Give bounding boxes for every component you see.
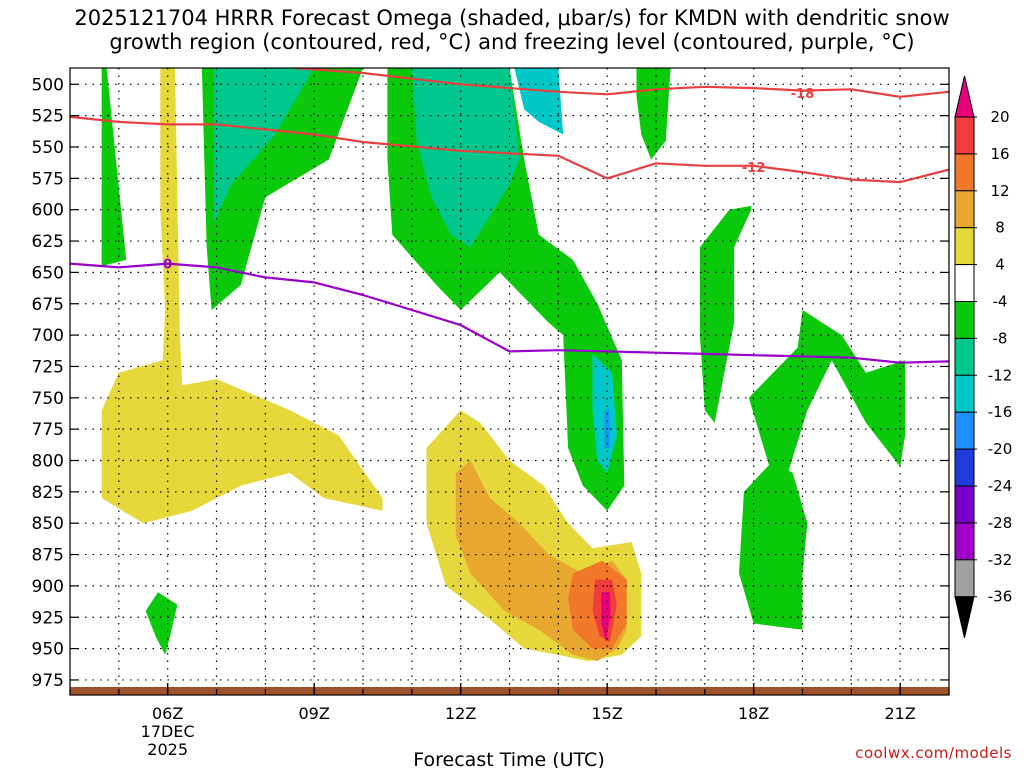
colorbar-label: -24 bbox=[988, 477, 1013, 495]
y-tick-label: 950 bbox=[32, 640, 64, 660]
colorbar-swatch bbox=[954, 264, 975, 303]
y-tick-label: 975 bbox=[32, 671, 64, 691]
x-tick-label: 15Z bbox=[592, 704, 623, 723]
omega-region bbox=[748, 310, 906, 480]
colorbar-label: 8 bbox=[995, 219, 1005, 237]
colorbar-swatch bbox=[954, 559, 975, 598]
chart-title: 2025121704 HRRR Forecast Omega (shaded, … bbox=[74, 6, 950, 54]
x-tick-date: 17DEC bbox=[141, 722, 195, 741]
x-tick-year: 2025 bbox=[147, 740, 188, 759]
colorbar-swatch bbox=[954, 337, 975, 376]
colorbar-label: -28 bbox=[988, 514, 1013, 532]
y-tick-label: 550 bbox=[32, 138, 64, 158]
omega-region bbox=[699, 205, 752, 423]
y-tick-label: 900 bbox=[32, 577, 64, 597]
x-tick-label: 12Z bbox=[445, 704, 476, 723]
colorbar-swatch bbox=[954, 301, 975, 339]
omega-region bbox=[636, 68, 671, 160]
colorbar-label: 20 bbox=[990, 108, 1009, 126]
colorbar-label: 16 bbox=[990, 145, 1009, 163]
colorbar-swatch bbox=[954, 374, 975, 413]
x-axis-label: Forecast Time (UTC) bbox=[413, 749, 604, 768]
colorbar-label: -8 bbox=[993, 329, 1008, 347]
y-tick-label: 800 bbox=[32, 452, 64, 472]
temperature-contours: -18 -12 0 bbox=[70, 68, 949, 364]
contour-line bbox=[70, 262, 949, 364]
colorbar-label: -32 bbox=[988, 551, 1013, 569]
y-tick-label: 575 bbox=[32, 169, 64, 189]
omega-region bbox=[101, 68, 383, 524]
y-tick-label: 925 bbox=[32, 608, 64, 628]
colorbar-swatch bbox=[954, 448, 975, 487]
y-tick-label: 725 bbox=[32, 357, 64, 377]
colorbar: 20 16 12 8 4 -4 -8 -12 -16 -20 -24 -28 -32 -36 bbox=[954, 75, 1013, 638]
colorbar-swatch bbox=[954, 190, 975, 229]
x-tick-label: 09Z bbox=[299, 704, 330, 723]
colorbar-label: -4 bbox=[993, 293, 1008, 311]
y-tick-label: 650 bbox=[32, 263, 64, 283]
colorbar-swatch bbox=[954, 522, 975, 561]
contour-label: 0 bbox=[163, 258, 172, 273]
y-tick-label: 775 bbox=[32, 420, 64, 440]
colorbar-swatch bbox=[954, 485, 975, 524]
omega-region bbox=[101, 68, 127, 267]
x-tick-label: 18Z bbox=[738, 704, 769, 723]
colorbar-label: 12 bbox=[990, 182, 1009, 200]
omega-region bbox=[214, 68, 315, 223]
colorbar-swatch bbox=[954, 227, 975, 266]
omega-shading-layer bbox=[101, 68, 906, 662]
omega-region bbox=[514, 68, 564, 135]
y-tick-label: 700 bbox=[32, 326, 64, 346]
y-axis: 500 525 550 575 600 625 650 675 700 725 750 775 800 8… bbox=[32, 75, 949, 691]
x-tick-label: 21Z bbox=[885, 704, 916, 723]
source-credit: coolwx.com/models bbox=[855, 744, 1012, 762]
omega-region bbox=[601, 592, 611, 643]
colorbar-swatch bbox=[954, 153, 975, 192]
y-tick-label: 750 bbox=[32, 389, 64, 409]
contour-label: -12 bbox=[742, 161, 766, 176]
y-tick-label: 625 bbox=[32, 232, 64, 252]
y-tick-label: 875 bbox=[32, 546, 64, 566]
y-tick-label: 600 bbox=[32, 201, 64, 221]
colorbar-swatch bbox=[954, 411, 975, 450]
colorbar-bottom-arrow bbox=[954, 596, 975, 638]
colorbar-swatch bbox=[954, 116, 975, 155]
omega-region bbox=[411, 68, 520, 248]
colorbar-top-arrow bbox=[954, 75, 975, 118]
y-tick-label: 525 bbox=[32, 107, 64, 127]
contour-line bbox=[70, 115, 949, 184]
contour-label: -18 bbox=[791, 87, 815, 102]
colorbar-label: -16 bbox=[988, 403, 1013, 421]
colorbar-label: -20 bbox=[988, 440, 1013, 458]
y-tick-label: 825 bbox=[32, 483, 64, 503]
y-tick-label: 500 bbox=[32, 75, 64, 95]
omega-region bbox=[145, 592, 178, 655]
contour-line bbox=[294, 68, 949, 98]
colorbar-label: 4 bbox=[995, 256, 1005, 274]
omega-region bbox=[739, 460, 808, 630]
y-tick-label: 675 bbox=[32, 295, 64, 315]
x-tick-label: 06Z bbox=[152, 704, 183, 723]
colorbar-label: -36 bbox=[988, 588, 1013, 606]
y-tick-label: 850 bbox=[32, 514, 64, 534]
colorbar-label: -12 bbox=[988, 366, 1013, 384]
